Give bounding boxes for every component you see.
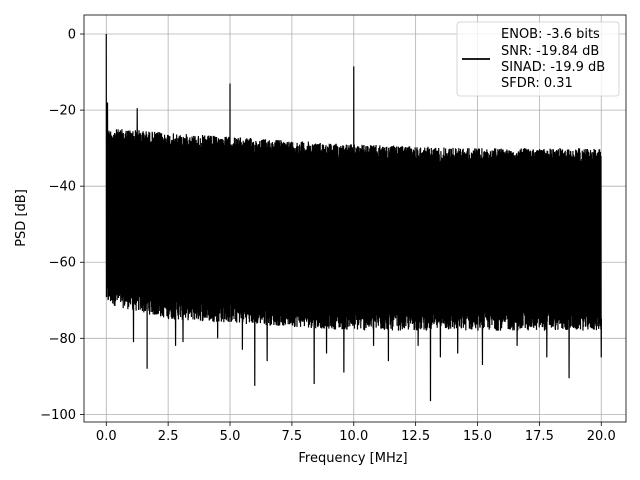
legend-entry-sinad: SINAD: -19.9 dB	[501, 60, 605, 75]
legend-entry-sfdr: SFDR: 0.31	[501, 76, 573, 91]
x-axis: 0.0 2.5 5.0 7.5 10.0 12.5 15.0 17.5 20.0	[96, 422, 616, 444]
legend-entry-enob: ENOB: -3.6 bits	[501, 27, 600, 42]
x-tick-label: 12.5	[401, 429, 430, 444]
x-tick-label: 10.0	[339, 429, 368, 444]
x-axis-label: Frequency [MHz]	[298, 451, 407, 466]
axes-frame	[83, 14, 627, 423]
x-tick-label: 15.0	[463, 429, 492, 444]
y-tick-label: −20	[49, 104, 76, 119]
y-tick-label: −100	[40, 408, 76, 423]
legend: ENOB: -3.6 bits SNR: -19.84 dB SINAD: -1…	[456, 21, 620, 97]
y-tick-label: −80	[49, 332, 76, 347]
plot-area	[105, 34, 602, 402]
legend-entry-snr: SNR: -19.84 dB	[501, 44, 599, 59]
x-tick-label: 2.5	[158, 429, 179, 444]
x-tick-label: 20.0	[587, 429, 616, 444]
y-tick-label: −60	[49, 256, 76, 271]
legend-box	[456, 21, 620, 97]
y-tick-label: −40	[49, 180, 76, 195]
psd-series-line	[105, 34, 602, 402]
y-tick-label: 0	[68, 28, 76, 43]
y-axis: 0 −20 −40 −60 −80 −100	[40, 28, 84, 423]
x-tick-label: 0.0	[96, 429, 117, 444]
x-tick-label: 7.5	[282, 429, 303, 444]
x-tick-label: 5.0	[220, 429, 241, 444]
x-tick-label: 17.5	[525, 429, 554, 444]
y-axis-label: PSD [dB]	[14, 189, 29, 247]
